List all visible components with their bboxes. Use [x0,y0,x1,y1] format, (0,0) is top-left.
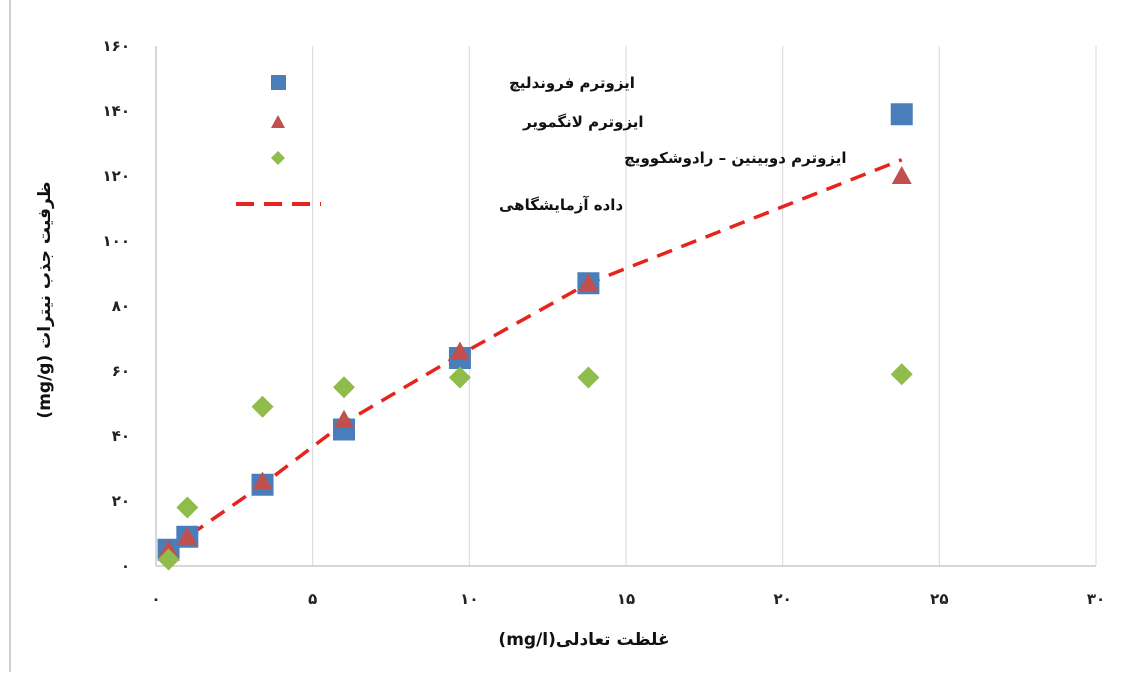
langmuir-point [891,166,912,184]
y-tick-label: ۱۶۰ [103,37,130,55]
dubinin-point [890,363,913,386]
legend-diamond-marker-icon [271,151,285,165]
y-tick-label: ۱۴۰ [103,102,130,120]
x-axis-title: غلظت تعادلی(mg/l) [498,630,669,650]
legend-square-marker-icon [271,75,286,90]
y-tick-label: ۴۰ [112,427,130,445]
x-tick-label: ۱۵ [617,590,635,608]
x-tick-label: ۳۰ [1087,590,1105,608]
x-tick-label: ۱۰ [460,590,478,608]
legend: ایزوترم فروندلیچ ایزوترم لانگمویر ایزوتر… [236,74,847,214]
x-tick-label: ۲۵ [930,590,948,608]
y-axis-title: ظرفیت جذب نیترات (mg/g) [35,181,55,418]
langmuir-point [578,273,599,292]
legend-label-freundlich: ایزوترم فروندلیچ [509,74,635,92]
grid-lines [312,46,1097,566]
dubinin-point [251,395,274,418]
y-tick-label: ۸۰ [112,297,130,315]
x-tick-label: ۲۰ [774,590,792,608]
y-tick-label: ۰ [121,557,130,575]
y-tick-label: ۱۲۰ [103,167,130,185]
langmuir-point [252,471,273,490]
legend-label-dubinin: ایزوترم دوبینین – رادوشکوویچ [624,149,847,167]
y-tick-label: ۲۰ [112,492,130,510]
legend-triangle-marker-icon [271,115,285,128]
langmuir-point [177,526,198,545]
freundlich-point [890,103,913,126]
y-tick-label: ۱۰۰ [103,232,130,250]
tick-labels: ۰ ۵ ۱۰ ۱۵ ۲۰ ۲۵ ۳۰ ۰ ۲۰ ۴۰ ۶۰ ۸۰ ۱۰۰ ۱۲۰ ۱۴۰ ۱۶۰ [103,37,1106,608]
dubinin-point [176,496,199,519]
x-tick-label: ۰ [151,590,160,608]
langmuir-point [449,341,470,360]
legend-label-experimental: داده آزمایشگاهی [499,196,623,214]
dubinin-point [157,548,180,571]
x-tick-label: ۵ [308,590,317,608]
dubinin-point [577,366,600,389]
dubinin-point [333,376,355,399]
legend-label-langmuir: ایزوترم لانگمویر [522,113,644,131]
page-left-rule [9,0,11,672]
langmuir-point [334,409,354,428]
dubinin-point [448,366,471,389]
series-markers [157,103,913,571]
y-tick-label: ۶۰ [112,362,130,380]
